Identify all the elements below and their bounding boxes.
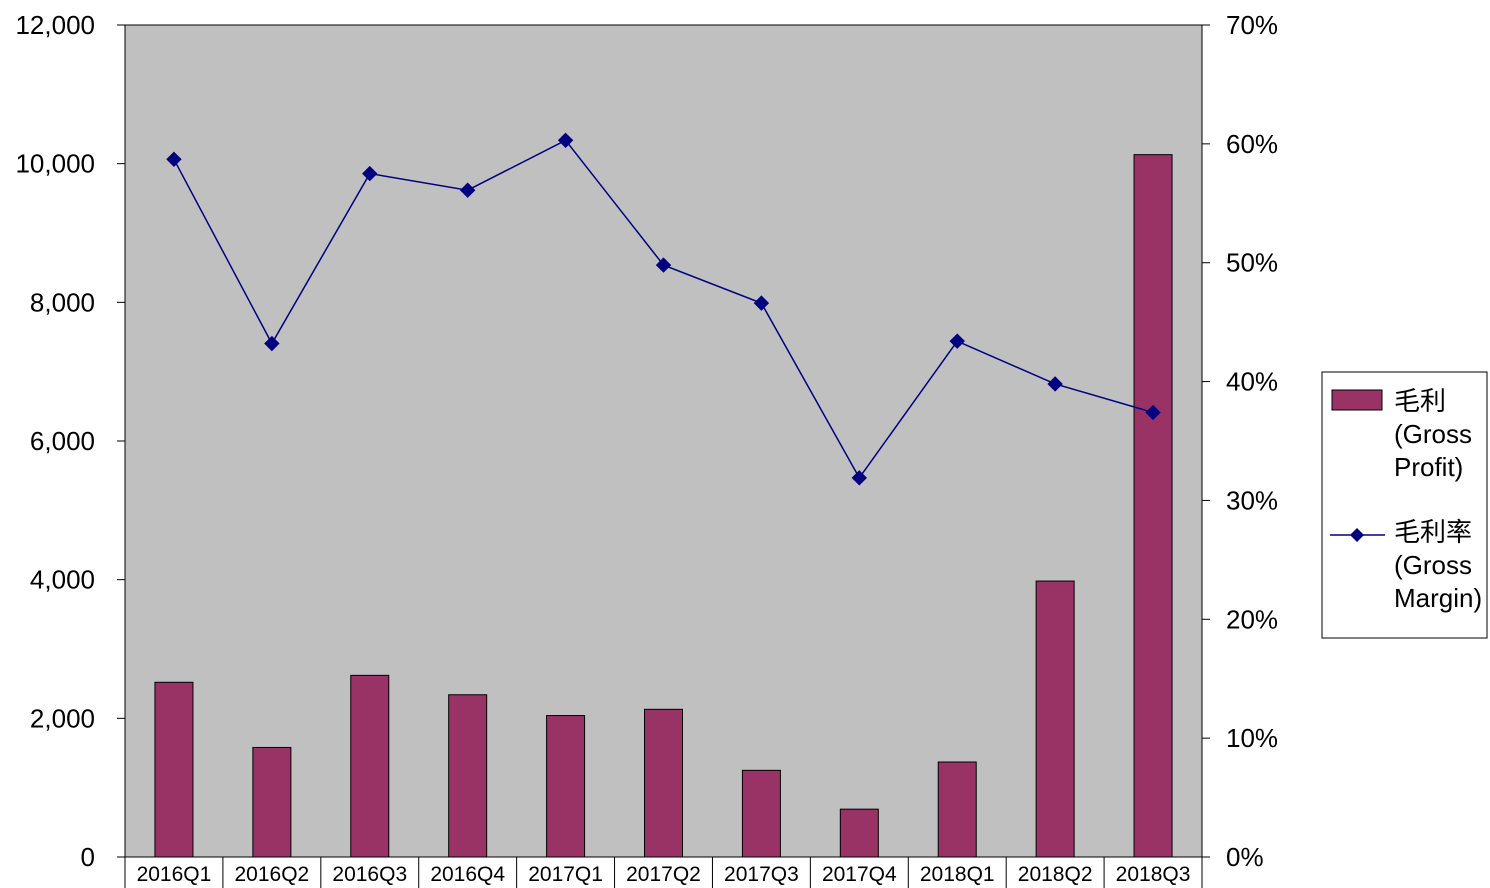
left-tick-label: 8,000 [30,287,95,317]
category-label: 2018Q1 [920,863,995,886]
left-tick-label: 10,000 [15,149,95,179]
line-marker [1145,404,1161,421]
category-axis: 2016Q1 2016Q2 2016Q3 2016Q4 2017Q1 2017Q2 2017… [124,857,1203,888]
bar-series [154,154,1173,858]
category-label: 2016Q2 [234,863,309,886]
category-label: 2016Q4 [430,863,505,886]
legend-bar-swatch [1331,389,1383,411]
bar [252,746,292,858]
line-marker [166,151,182,168]
right-tick-label: 20% [1226,604,1278,634]
bar [1035,580,1075,858]
left-y-axis: 0 2,000 4,000 6,000 8,000 10,000 12,000 [15,10,125,872]
bar [741,769,781,858]
right-y-axis: 0% 10% 20% 30% 40% 50% 60% 70% [1202,10,1278,872]
line-marker [655,257,672,273]
category-label: 2018Q2 [1018,863,1093,886]
line-marker [362,165,378,182]
bar [546,715,586,858]
right-tick-label: 10% [1226,723,1278,753]
legend-label: 毛利 [1394,386,1446,416]
line-marker [459,182,476,198]
category-label: 2016Q3 [332,863,407,886]
bar [839,808,879,858]
legend-label: (Gross [1394,550,1472,580]
right-tick-label: 70% [1226,10,1278,40]
line-marker [851,470,868,486]
legend-diamond-icon [1350,528,1364,542]
right-tick-label: 50% [1226,248,1278,278]
category-label: 2018Q3 [1116,863,1191,886]
left-tick-label: 12,000 [15,10,95,40]
bar [350,674,390,858]
legend-label: (Gross [1394,419,1472,449]
legend-label: Profit) [1394,452,1463,482]
category-label: 2017Q4 [822,863,897,886]
category-label: 2017Q2 [626,863,701,886]
bar [448,694,488,858]
right-tick-label: 30% [1226,485,1278,515]
right-tick-label: 60% [1226,129,1278,159]
left-tick-label: 2,000 [30,703,95,733]
right-tick-label: 0% [1226,842,1264,872]
category-label: 2017Q1 [528,863,603,886]
line-marker [264,335,280,352]
bar [1133,154,1173,858]
line-marker [1047,376,1063,392]
left-tick-label: 6,000 [30,426,95,456]
right-tick-label: 40% [1226,367,1278,397]
bar [644,708,683,858]
line-series [166,132,1161,486]
line-marker [557,132,574,148]
category-label: 2017Q3 [724,863,799,886]
left-tick-label: 4,000 [30,565,95,595]
category-label: 2016Q1 [137,863,212,886]
bar [154,681,194,858]
legend-label: 毛利率 [1394,517,1472,547]
left-tick-label: 0 [81,842,95,872]
legend-box [1321,371,1488,639]
line-marker [949,333,965,349]
legend-label: Margin) [1394,583,1482,613]
line-marker [753,295,770,311]
bar [937,761,977,858]
